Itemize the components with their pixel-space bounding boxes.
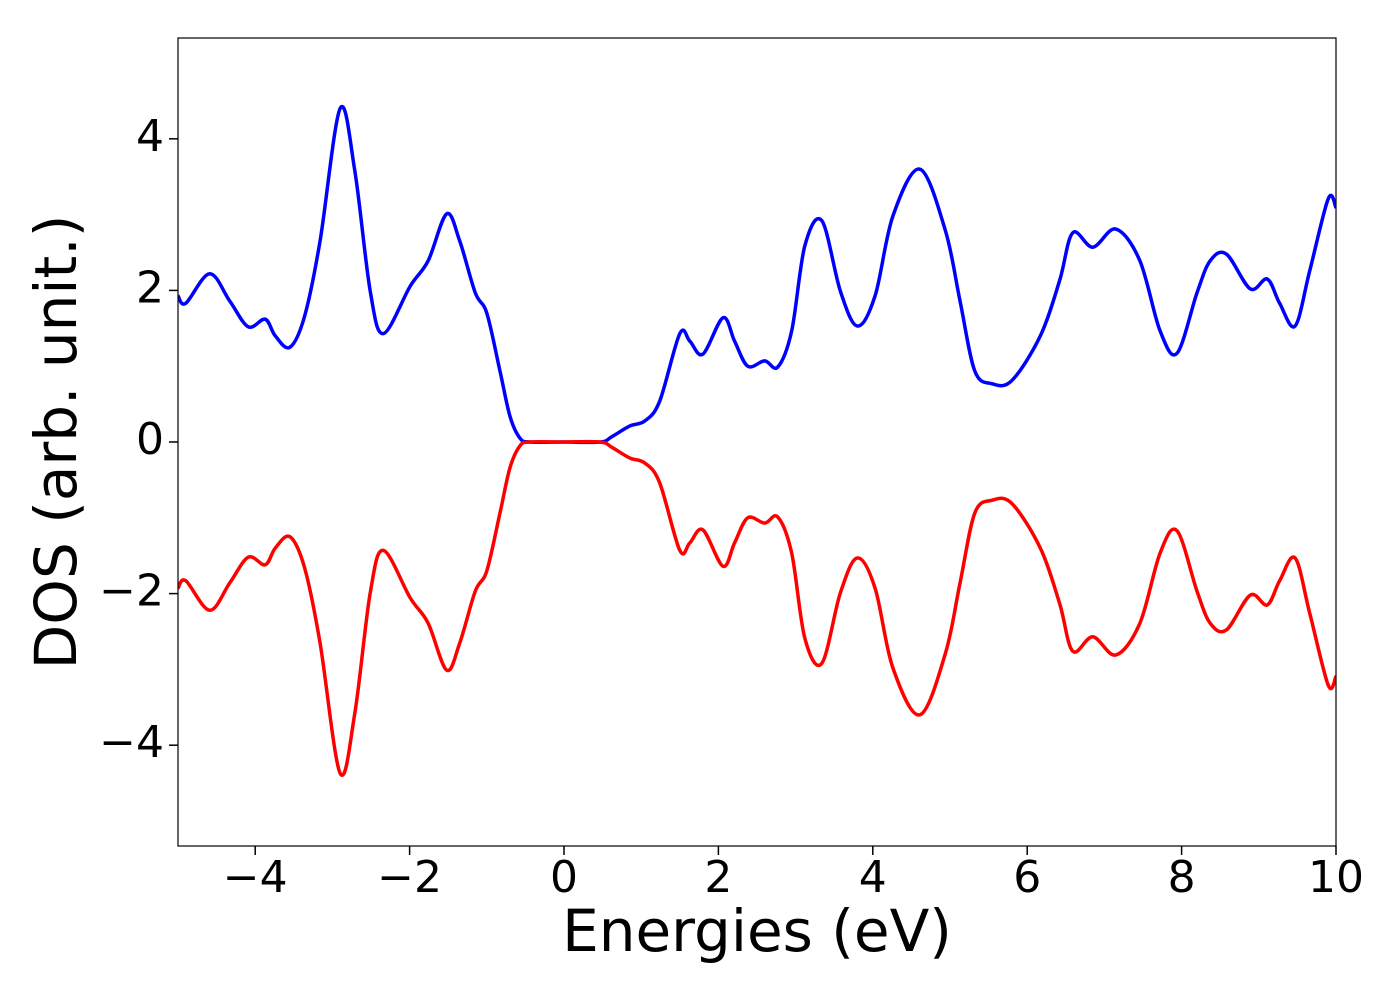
dos-line [178,439,1336,777]
dos-line [178,104,1336,445]
y-tick-label: 0 [136,414,164,465]
y-tick-label: 2 [136,262,164,313]
x-tick-label: −4 [223,852,288,903]
y-axis-label: DOS (arb. unit.) [22,215,90,670]
x-tick-label: 8 [1168,852,1196,903]
x-tick-label: 0 [550,852,578,903]
y-tick-label: −2 [99,566,164,617]
x-tick-label: 6 [1013,852,1041,903]
y-tick-label: −4 [99,717,164,768]
x-tick-label: −2 [377,852,442,903]
plot-frame [177,37,1337,847]
y-tick-label: 4 [136,111,164,162]
x-axis-label: Energies (eV) [562,897,952,965]
x-tick-label: 4 [859,852,887,903]
x-tick-label: 10 [1308,852,1364,903]
x-tick-label: 2 [704,852,732,903]
